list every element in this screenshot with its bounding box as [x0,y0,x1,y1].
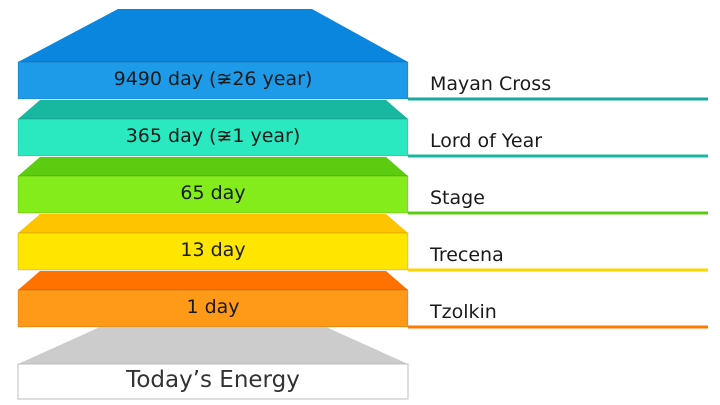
layer-top-face [18,271,408,290]
layer-period-label: 13 day [180,239,246,261]
layer-top-face [18,100,408,119]
layer-name-label: Tzolkin [430,301,497,323]
layer-period-label: 365 day (≆1 year) [125,125,301,147]
layer-front-face [17,289,409,328]
layer-period-label: 9490 day (≆26 year) [113,68,313,90]
layer-period-label: 1 day [186,296,240,318]
layer-top-face [18,214,408,233]
layer-top-face [18,157,408,176]
layer-name-label: Stage [430,187,485,209]
layer-name-label: Trecena [430,244,504,266]
layer-front-face [17,61,409,100]
layer-front-face [17,118,409,157]
layer-front-face [17,175,409,214]
base-label: Today’s Energy [126,367,300,393]
base-front-face [17,363,409,400]
base-top-face [18,327,408,364]
layer-top-face [18,9,408,62]
layer-name-label: Mayan Cross [430,73,552,95]
layer-front-face [17,232,409,271]
layer-name-label: Lord of Year [430,130,543,152]
layer-period-label: 65 day [180,182,246,204]
